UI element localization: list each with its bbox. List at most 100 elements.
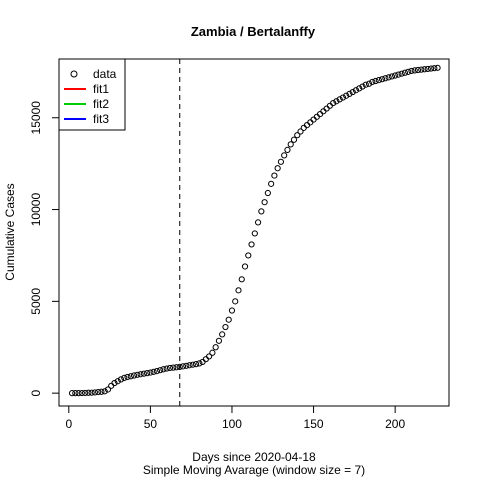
data-point <box>212 344 219 351</box>
data-point <box>130 372 138 379</box>
data-point <box>150 368 157 375</box>
data-point <box>192 361 200 368</box>
data-point <box>378 76 386 83</box>
data-point <box>414 66 422 74</box>
data-point <box>261 199 268 206</box>
data-point <box>284 146 291 153</box>
data-point <box>222 323 229 331</box>
data-point <box>421 66 428 73</box>
data-point <box>330 99 337 107</box>
data-point <box>219 331 226 338</box>
data-point <box>179 363 187 370</box>
y-axis-label: Cumulative Cases <box>3 183 17 280</box>
data-point <box>225 316 232 323</box>
legend-symbol-data <box>70 70 78 78</box>
data-point <box>431 65 438 72</box>
data-point <box>271 172 278 179</box>
data-point <box>281 152 288 159</box>
data-point <box>258 208 265 215</box>
data-point <box>209 349 216 356</box>
data-point <box>290 136 298 143</box>
data-point <box>395 71 402 78</box>
data-point <box>176 363 183 370</box>
data-point <box>313 113 320 120</box>
x-tick-label: 0 <box>65 417 72 431</box>
data-point <box>356 85 363 92</box>
data-point <box>418 66 425 73</box>
data-point <box>339 94 347 101</box>
data-point <box>346 90 353 97</box>
data-point <box>287 141 294 148</box>
data-point <box>359 83 366 90</box>
data-point <box>316 110 324 118</box>
data-point <box>401 69 409 76</box>
chart-title: Zambia / Bertalanffy <box>191 24 316 39</box>
data-point <box>434 64 441 71</box>
data-point <box>173 364 180 371</box>
data-point <box>388 73 395 80</box>
data-point <box>323 105 330 112</box>
data-point <box>85 389 92 396</box>
data-point <box>294 132 301 139</box>
y-tick-label: 15000 <box>29 101 43 135</box>
data-point <box>411 67 418 74</box>
data-point <box>91 389 98 396</box>
data-point <box>111 379 118 387</box>
data-point <box>72 390 79 397</box>
data-point <box>310 116 317 123</box>
data-point <box>147 369 154 376</box>
y-tick-label: 5000 <box>29 288 43 315</box>
data-point <box>215 337 223 344</box>
chart-subtitle: Simple Moving Avarage (window size = 7) <box>143 463 365 477</box>
data-point <box>144 370 151 377</box>
data-point <box>82 389 89 397</box>
y-tick-label: 0 <box>29 389 43 396</box>
data-point <box>202 356 209 363</box>
data-point <box>352 87 360 94</box>
data-point <box>134 371 141 378</box>
data-point <box>104 386 112 393</box>
data-point <box>251 230 258 237</box>
legend-label-fit3: fit3 <box>93 112 109 126</box>
y-tick-label: 10000 <box>29 193 43 227</box>
data-point <box>274 165 281 172</box>
data-point <box>196 360 203 367</box>
data-point <box>336 96 343 103</box>
data-point <box>235 287 242 294</box>
data-point <box>369 78 376 86</box>
data-point <box>127 373 134 380</box>
data-point <box>121 374 128 382</box>
data-point <box>183 362 190 369</box>
data-point <box>362 81 369 88</box>
data-point <box>189 361 196 368</box>
data-point <box>408 67 415 75</box>
data-point <box>95 388 102 396</box>
data-point <box>232 298 239 305</box>
legend: data fit1 fit2 fit3 <box>58 58 126 131</box>
data-point <box>268 180 275 187</box>
data-point <box>372 77 379 85</box>
legend-label-fit2: fit2 <box>93 97 109 111</box>
plot-frame <box>58 58 450 407</box>
data-point <box>153 368 161 375</box>
x-tick-label: 150 <box>304 417 324 431</box>
data-point <box>392 72 399 79</box>
data-point <box>160 366 167 373</box>
x-tick-label: 100 <box>222 417 242 431</box>
data-point <box>398 70 405 77</box>
data-point <box>343 92 350 99</box>
data-point <box>405 68 412 75</box>
data-point <box>307 119 314 126</box>
data-point <box>124 373 131 381</box>
data-point <box>326 102 333 109</box>
data-point <box>98 388 105 395</box>
data-point <box>140 370 147 377</box>
data-point <box>137 371 144 378</box>
data-point <box>245 252 252 259</box>
data-point <box>88 389 95 396</box>
data-point <box>254 219 262 226</box>
data-point <box>277 158 285 165</box>
data-point <box>117 376 125 383</box>
data-point <box>248 241 255 248</box>
